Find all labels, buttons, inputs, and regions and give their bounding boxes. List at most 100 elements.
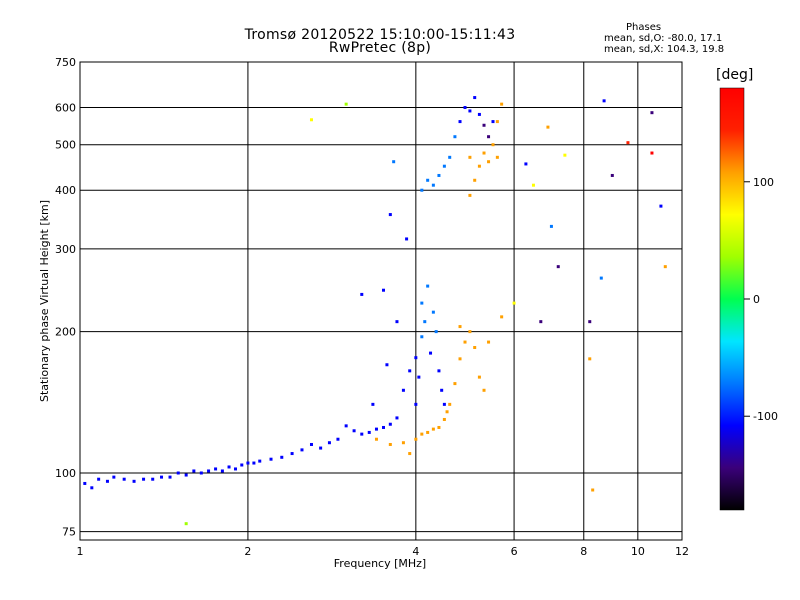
- data-point: [463, 106, 467, 110]
- data-point: [395, 320, 399, 324]
- data-point: [207, 469, 211, 473]
- data-point: [442, 417, 446, 421]
- colorbar: [719, 87, 745, 511]
- y-tick-label: 100: [55, 467, 76, 480]
- colorbar-tick-label: 100: [753, 176, 774, 189]
- data-point: [477, 164, 481, 168]
- data-point: [495, 155, 499, 159]
- x-tick-label: 1: [77, 545, 84, 558]
- data-point: [491, 120, 495, 124]
- data-point: [448, 402, 452, 406]
- data-point: [352, 429, 356, 433]
- data-point: [258, 459, 262, 463]
- colorbar-tick-label: -100: [753, 410, 778, 423]
- data-point: [392, 160, 396, 164]
- data-point: [549, 224, 553, 228]
- data-point: [546, 125, 550, 129]
- data-point: [453, 382, 457, 386]
- x-tick-label: 10: [631, 545, 645, 558]
- data-point: [319, 446, 323, 450]
- data-point: [500, 102, 504, 106]
- data-point: [531, 183, 535, 187]
- x-tick-label: 8: [580, 545, 587, 558]
- data-point: [431, 427, 435, 431]
- data-point: [184, 473, 188, 477]
- data-point: [429, 351, 433, 355]
- data-point: [385, 363, 389, 367]
- data-point: [610, 173, 614, 177]
- data-point: [458, 120, 462, 124]
- data-point: [487, 160, 491, 164]
- data-point: [440, 388, 444, 392]
- data-point: [344, 102, 348, 106]
- data-point: [227, 465, 231, 469]
- y-tick-label: 75: [62, 526, 76, 539]
- y-tick-label: 500: [55, 139, 76, 152]
- data-point: [414, 402, 418, 406]
- data-point: [132, 479, 136, 483]
- data-point: [360, 292, 364, 296]
- data-point: [309, 118, 313, 122]
- data-point: [431, 183, 435, 187]
- data-point: [495, 120, 499, 124]
- data-point: [602, 99, 606, 103]
- data-point: [309, 442, 313, 446]
- data-point: [431, 310, 435, 314]
- data-point: [199, 471, 203, 475]
- data-point: [233, 467, 237, 471]
- data-point: [588, 357, 592, 361]
- data-point: [122, 477, 126, 481]
- x-tick-labels: 1 2 4 6 8 10 12: [77, 545, 690, 558]
- data-point: [650, 151, 654, 155]
- data-point: [453, 135, 457, 139]
- data-point: [437, 173, 441, 177]
- data-point: [448, 155, 452, 159]
- data-point: [487, 135, 491, 139]
- data-point: [487, 340, 491, 344]
- data-point: [374, 427, 378, 431]
- data-point: [426, 430, 430, 434]
- data-point: [588, 320, 592, 324]
- data-point: [477, 375, 481, 379]
- data-point: [482, 151, 486, 155]
- data-point: [468, 155, 472, 159]
- data-point: [591, 488, 595, 492]
- y-tick-label: 300: [55, 243, 76, 256]
- data-point: [192, 469, 196, 473]
- data-point: [252, 461, 256, 465]
- data-point: [426, 178, 430, 182]
- data-point: [650, 111, 654, 115]
- x-axis-label: Frequency [MHz]: [334, 557, 426, 570]
- data-point: [269, 457, 273, 461]
- data-point: [388, 442, 392, 446]
- y-tick-label: 200: [55, 326, 76, 339]
- data-point: [524, 162, 528, 166]
- y-axis-label: Stationary phase Virtual Height [km]: [38, 200, 51, 402]
- data-point: [473, 96, 477, 100]
- data-point: [420, 188, 424, 192]
- data-point: [458, 325, 462, 329]
- chart-subtitle: RwPretec (8p): [328, 40, 432, 56]
- data-point: [184, 522, 188, 526]
- data-point: [240, 463, 244, 467]
- data-point: [482, 388, 486, 392]
- colorbar-unit-label: [deg]: [716, 67, 754, 83]
- data-point: [482, 123, 486, 127]
- y-tick-labels: 75 100 200 300 400 500 600 750: [55, 56, 76, 539]
- data-point: [556, 265, 560, 269]
- data-point: [374, 437, 378, 441]
- data-point: [442, 164, 446, 168]
- data-point: [500, 315, 504, 319]
- data-point: [442, 402, 446, 406]
- data-point: [90, 486, 94, 490]
- data-point: [423, 320, 427, 324]
- data-point: [437, 369, 441, 373]
- data-point: [468, 193, 472, 197]
- chart-title: Tromsø 20120522 15:10:00-15:11:43: [244, 27, 516, 43]
- data-point: [401, 441, 405, 445]
- data-point: [473, 346, 477, 350]
- data-point: [408, 452, 412, 456]
- data-point: [367, 430, 371, 434]
- data-points: [83, 96, 667, 526]
- data-point: [151, 477, 155, 481]
